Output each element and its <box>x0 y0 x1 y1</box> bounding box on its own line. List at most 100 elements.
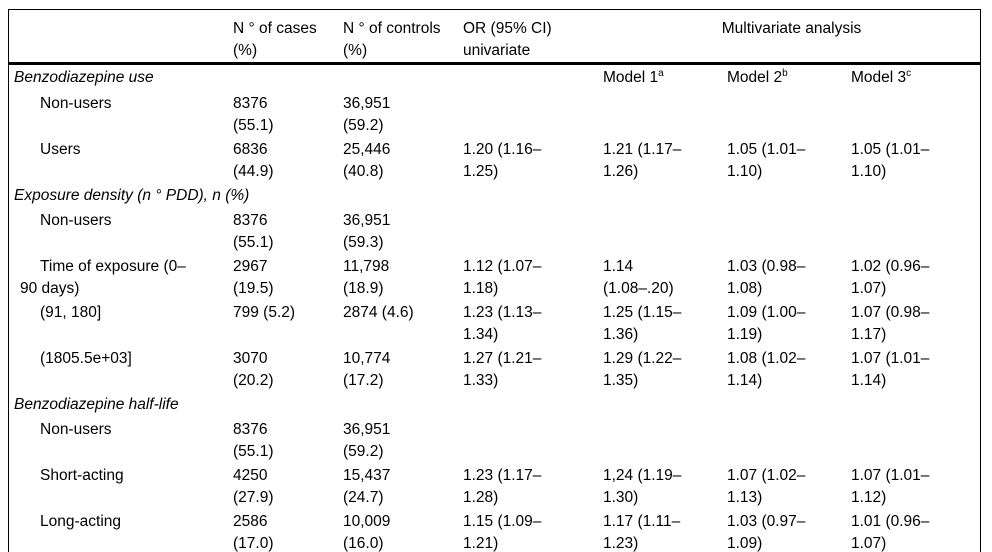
cell-model-3: 1.01 (0.96– 1.07) <box>851 513 930 552</box>
cell-controls: 11,798 (18.9) <box>343 258 390 297</box>
cell-cases: 3070 (20.2) <box>233 350 274 389</box>
cell-model-2: 1.07 (1.02– 1.13) <box>727 467 806 506</box>
cell-model-1: 1.25 (1.15– 1.36) <box>603 304 682 343</box>
cell-model-3: 1.02 (0.96– 1.07) <box>851 258 930 297</box>
cell-model-1: 1,24 (1.19– 1.30) <box>603 467 682 506</box>
cell-empty <box>851 183 980 185</box>
cell-model-1 <box>603 91 727 93</box>
table-row: Benzodiazepine half-life <box>9 392 980 417</box>
cell-cases: 799 (5.2) <box>233 304 296 321</box>
row-label: Long-acting <box>40 513 122 530</box>
row-label: Time of exposure (0– 90 days) <box>20 258 186 297</box>
table-row: Users 6836 (44.9) 25,446 (40.8) 1.20 (1.… <box>9 137 980 183</box>
cell-or-univariate <box>463 91 603 93</box>
column-header-cases: N ° of cases (%) <box>233 20 317 59</box>
cell-cases: 2967 (19.5) <box>233 258 274 297</box>
cell-or-univariate: 1.23 (1.13– 1.34) <box>463 304 542 343</box>
table-row: Time of exposure (0– 90 days) 2967 (19.5… <box>9 254 980 300</box>
cell-model-1: 1.17 (1.11– 1.23) <box>603 513 681 552</box>
cell-model-2: 1.09 (1.00– 1.19) <box>727 304 806 343</box>
cell-model-3 <box>851 417 980 419</box>
row-label: Users <box>40 141 81 158</box>
cell-or-univariate: 1.20 (1.16– 1.25) <box>463 141 542 180</box>
results-table: N ° of cases (%) N ° of controls (%) OR … <box>8 9 981 552</box>
column-header-model-1: Model 1a <box>603 65 727 89</box>
column-header-model-2: Model 2b <box>727 65 851 89</box>
cell-or-univariate: 1.15 (1.09– 1.21) <box>463 513 542 552</box>
table-row: Short-acting 4250 (27.9) 15,437 (24.7) 1… <box>9 463 980 509</box>
row-label: Non-users <box>40 95 112 112</box>
row-label: (1805.5e+03] <box>40 350 132 367</box>
row-label: (91, 180] <box>40 304 102 321</box>
cell-controls: 10,774 (17.2) <box>343 350 391 389</box>
cell-model-2 <box>727 417 851 419</box>
cell-controls: 10,009 (16.0) <box>343 513 391 552</box>
table-row: Long-acting 2586 (17.0) 10,009 (16.0) 1.… <box>9 509 980 552</box>
cell-controls: 36,951 (59.3) <box>343 212 391 251</box>
column-header-controls: N ° of controls (%) <box>343 20 441 59</box>
cell-model-1: 1.14 (1.08–.20) <box>603 258 674 297</box>
cell-model-1: 1.21 (1.17– 1.26) <box>603 141 682 180</box>
table-header-row: N ° of cases (%) N ° of controls (%) OR … <box>9 10 980 65</box>
cell-cases: 6836 (44.9) <box>233 141 274 180</box>
row-label: Short-acting <box>40 467 124 484</box>
cell-model-3 <box>851 91 980 93</box>
column-header-multivariate: Multivariate analysis <box>721 20 862 37</box>
cell-model-3: 1.07 (1.01– 1.12) <box>851 467 930 506</box>
section-label: Benzodiazepine half-life <box>14 396 179 413</box>
column-header-or-univariate: OR (95% CI) univariate <box>463 20 552 59</box>
model-1-label: Model 1 <box>603 69 659 86</box>
cell-controls: 36,951 (59.2) <box>343 95 391 134</box>
cell-model-3 <box>851 208 980 210</box>
row-label: Non-users <box>40 421 112 438</box>
cell-model-2: 1.05 (1.01– 1.10) <box>727 141 806 180</box>
model-3-label: Model 3 <box>851 69 907 86</box>
cell-model-3: 1.07 (1.01– 1.14) <box>851 350 930 389</box>
model-2-label: Model 2 <box>727 69 783 86</box>
table-row: Non-users 8376 (55.1) 36,951 (59.2) <box>9 417 980 463</box>
section-label: Benzodiazepine use <box>14 69 154 86</box>
cell-cases: 8376 (55.1) <box>233 421 274 460</box>
cell-model-2: 1.03 (0.97– 1.09) <box>727 513 806 552</box>
cell-empty <box>727 183 851 185</box>
cell-empty <box>851 392 980 394</box>
cell-cases: 8376 (55.1) <box>233 212 274 251</box>
cell-or-univariate: 1.27 (1.21– 1.33) <box>463 350 542 389</box>
cell-cases: 8376 (55.1) <box>233 95 274 134</box>
cell-controls: 2874 (4.6) <box>343 304 414 321</box>
cell-cases: 4250 (27.9) <box>233 467 274 506</box>
table-row: Exposure density (n ° PDD), n (%) <box>9 183 980 208</box>
cell-model-2: 1.03 (0.98– 1.08) <box>727 258 806 297</box>
cell-controls: 15,437 (24.7) <box>343 467 391 506</box>
column-header-model-3: Model 3c <box>851 65 980 89</box>
cell-model-2 <box>727 91 851 93</box>
cell-controls: 25,446 (40.8) <box>343 141 391 180</box>
table-row: Non-users 8376 (55.1) 36,951 (59.3) <box>9 208 980 254</box>
cell-or-univariate: 1.12 (1.07– 1.18) <box>463 258 542 297</box>
cell-cases: 2586 (17.0) <box>233 513 274 552</box>
table-row: Benzodiazepine use Model 1a Model 2b Mod… <box>9 65 980 91</box>
model-3-footnote-marker: c <box>906 67 912 79</box>
cell-empty <box>603 183 727 185</box>
cell-model-2 <box>727 208 851 210</box>
cell-empty <box>727 392 851 394</box>
cell-or-univariate: 1.23 (1.17– 1.28) <box>463 467 542 506</box>
column-header-empty <box>9 10 233 18</box>
cell-model-3: 1.07 (0.98– 1.17) <box>851 304 930 343</box>
table-row: Non-users 8376 (55.1) 36,951 (59.2) <box>9 91 980 137</box>
cell-or-univariate <box>463 417 603 419</box>
cell-model-1 <box>603 208 727 210</box>
section-label: Exposure density (n ° PDD), n (%) <box>14 187 250 204</box>
model-2-footnote-marker: b <box>782 67 788 79</box>
table-row: (1805.5e+03] 3070 (20.2) 10,774 (17.2) 1… <box>9 346 980 392</box>
cell-model-1 <box>603 417 727 419</box>
cell-model-2: 1.08 (1.02– 1.14) <box>727 350 806 389</box>
cell-model-3: 1.05 (1.01– 1.10) <box>851 141 930 180</box>
cell-controls: 36,951 (59.2) <box>343 421 391 460</box>
table-row: (91, 180] 799 (5.2) 2874 (4.6) 1.23 (1.1… <box>9 300 980 346</box>
cell-model-1: 1.29 (1.22– 1.35) <box>603 350 682 389</box>
row-label: Non-users <box>40 212 112 229</box>
cell-empty <box>603 392 727 394</box>
model-1-footnote-marker: a <box>658 67 664 79</box>
